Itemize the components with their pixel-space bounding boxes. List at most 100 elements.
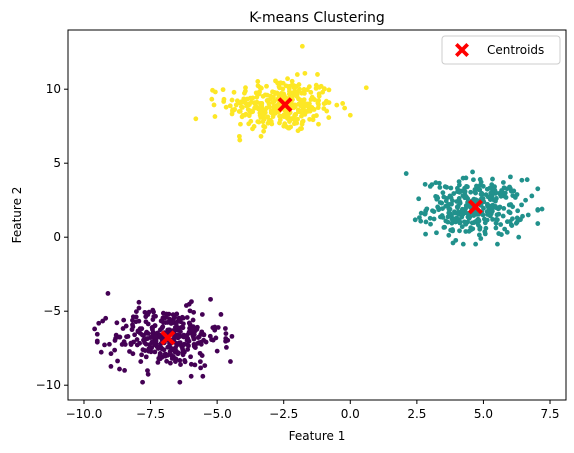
cluster-2-point (141, 337, 146, 343)
cluster-2-point (208, 296, 213, 302)
cluster-1-point (441, 194, 447, 200)
cluster-2-point (105, 291, 111, 296)
cluster-1-point (507, 219, 513, 224)
x-tick-label: 0.0 (341, 407, 360, 421)
cluster-2-point (173, 321, 179, 327)
cluster-0-point (280, 86, 286, 92)
cluster-2-point (161, 347, 167, 353)
cluster-0-point (265, 120, 271, 126)
cluster-2-point (92, 326, 98, 332)
cluster-1-point (490, 217, 495, 222)
cluster-2-point (132, 332, 138, 338)
cluster-2-point (184, 315, 190, 320)
cluster-1-point (507, 210, 513, 216)
cluster-1-point (416, 196, 422, 202)
cluster-0-point (295, 116, 300, 122)
cluster-2-point (159, 325, 165, 331)
cluster-2-point (215, 325, 221, 330)
cluster-1-point (459, 224, 465, 230)
cluster-2-point (127, 349, 132, 354)
cluster-2-point (181, 342, 187, 348)
cluster-0-point (229, 97, 235, 103)
cluster-1-point (514, 219, 520, 225)
cluster-1-point (477, 187, 483, 193)
cluster-2-point (162, 353, 168, 359)
cluster-2-point (157, 353, 163, 358)
cluster-2-point (188, 361, 194, 367)
cluster-2-point (145, 368, 150, 374)
cluster-0-point (293, 84, 299, 90)
cluster-0-point (238, 104, 244, 110)
cluster-0-point (308, 89, 314, 95)
cluster-0-point (289, 78, 295, 84)
cluster-0-point (212, 114, 218, 119)
cluster-0-point (223, 104, 229, 110)
cluster-2-point (213, 335, 219, 341)
cluster-1-point (512, 195, 518, 200)
cluster-2-point (197, 359, 203, 365)
cluster-2-point (122, 368, 127, 373)
cluster-0-point (247, 95, 253, 101)
cluster-1-point (500, 190, 506, 195)
cluster-2-point (180, 352, 186, 358)
cluster-0-point (309, 94, 315, 100)
cluster-2-point (107, 341, 112, 347)
cluster-0-point (255, 83, 261, 89)
cluster-2-point (94, 331, 100, 337)
cluster-1-point (463, 206, 468, 211)
cluster-2-point (196, 334, 202, 340)
cluster-1-point (494, 216, 499, 222)
cluster-2-point (158, 318, 164, 324)
cluster-2-point (175, 325, 181, 330)
cluster-0-point (294, 72, 300, 77)
cluster-0-point (264, 98, 270, 104)
cluster-1-point (493, 220, 499, 226)
cluster-1-point (456, 217, 462, 223)
cluster-1-point (471, 220, 477, 226)
cluster-2-point (135, 329, 141, 335)
cluster-0-point (334, 102, 340, 108)
cluster-0-point (256, 119, 262, 125)
legend-centroid-marker (455, 43, 469, 57)
cluster-2-point (130, 314, 136, 320)
cluster-0-point (238, 121, 243, 127)
cluster-1-point (468, 225, 474, 231)
cluster-0-point (304, 87, 310, 93)
cluster-1-point (436, 180, 442, 186)
cluster-0-point (326, 115, 332, 120)
cluster-1-point (523, 197, 528, 203)
cluster-2-point (115, 358, 120, 364)
cluster-1-point (504, 229, 510, 235)
cluster-2-point (151, 314, 157, 319)
cluster-2-point (151, 309, 156, 315)
cluster-2-point (185, 338, 191, 343)
cluster-2-point (143, 319, 149, 325)
cluster-0-point (237, 137, 243, 143)
cluster-0-point (315, 72, 320, 77)
cluster-2-point (119, 342, 125, 347)
cluster-2-point (187, 308, 193, 314)
cluster-2-point (222, 326, 228, 331)
cluster-1-point (456, 196, 462, 201)
cluster-1-point (418, 218, 424, 224)
cluster-2-point (152, 333, 158, 339)
cluster-0-point (320, 89, 326, 95)
cluster-1-point (493, 225, 499, 231)
cluster-0-point (261, 112, 267, 118)
cluster-1-point (464, 183, 469, 189)
cluster-0-point (285, 76, 290, 82)
cluster-1-point (473, 241, 479, 247)
cluster-1-point (433, 180, 439, 186)
cluster-2-point (143, 354, 149, 360)
cluster-0-point (321, 106, 327, 111)
cluster-2-point (229, 333, 235, 339)
cluster-1-point (535, 221, 541, 226)
cluster-2-point (114, 320, 120, 326)
cluster-1-point (492, 187, 498, 193)
cluster-1-point (457, 228, 462, 234)
cluster-1-point (496, 211, 502, 217)
cluster-2-point (149, 325, 155, 330)
cluster-1-point (446, 206, 452, 212)
x-axis-ticks: −10.0 −7.5 −5.0 −2.5 0.0 2.5 5.0 7.5 (66, 400, 560, 421)
cluster-1-point (502, 226, 508, 232)
